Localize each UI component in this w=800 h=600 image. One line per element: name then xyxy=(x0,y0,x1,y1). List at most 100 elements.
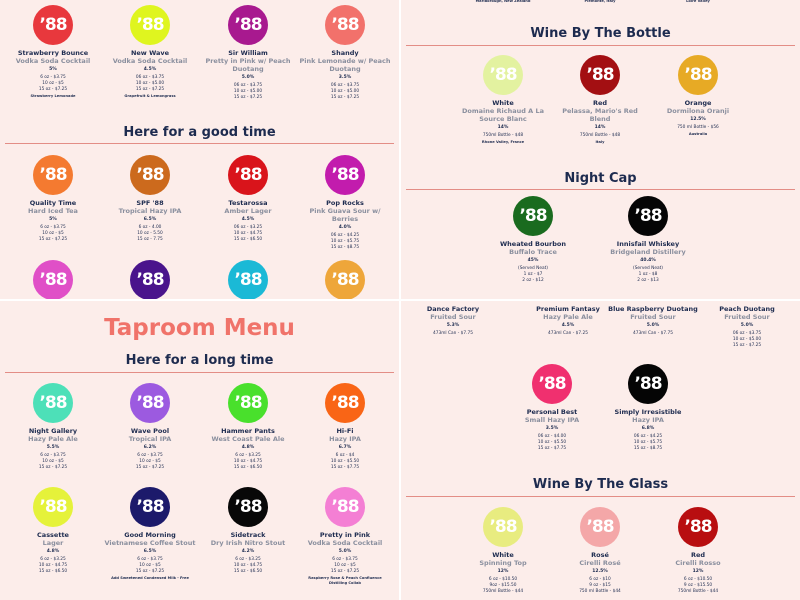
brand-logo-badge: ’88 xyxy=(325,383,365,423)
item-note: Italy xyxy=(595,140,605,144)
item-abv: 3.5% xyxy=(338,75,352,80)
menu-item-card: ’88 Personal Best Small Hazy IPA 3.5% 06 oz … xyxy=(506,364,598,452)
price-line: 15 oz - $7.25 xyxy=(135,87,165,92)
item-name: Night Gallery xyxy=(28,427,78,435)
price-line: 15 oz - $7.75 xyxy=(330,465,360,470)
item-name: Testarossa xyxy=(228,199,268,207)
menu-item-card: ’88 Red Cirelli Rosso 12% 6 oz - $10.50 9 oz … xyxy=(652,507,744,595)
item-style: Cirelli Rosé xyxy=(579,559,621,567)
item-style: West Coast Pale Ale xyxy=(211,435,285,443)
menu-item-card: ’88 Night Gallery Hazy Pale Ale 5.5% 6 oz - … xyxy=(7,383,99,471)
price-line: 10 oz - $5 xyxy=(139,563,161,568)
item-name: Wave Pool xyxy=(130,427,170,435)
price-line: 06 oz - $3.75 xyxy=(233,83,263,88)
brand-logo-badge: ’88 xyxy=(228,260,268,299)
menu-item-card: ’88 Pretty in Pink Vodka Soda Cocktail 5.0%… xyxy=(299,487,391,586)
item-name: Personal Best xyxy=(526,408,578,416)
item-style: Hazy Pale Ale xyxy=(28,435,78,443)
price-line: 15 oz - $7.25 xyxy=(135,465,165,470)
menu-item-card: ’88 New Wave Vodka Soda Cocktail 4.5% 06 oz … xyxy=(104,5,196,99)
item-style: Cirelli Rosso xyxy=(675,559,721,567)
item-name: Sidetrack xyxy=(230,531,266,539)
price-line: 10 oz - $5 xyxy=(42,231,64,236)
item-abv: 6.5% xyxy=(143,217,157,222)
item-name: Good Morning xyxy=(124,531,176,539)
item-style: Hazy IPA xyxy=(329,435,361,443)
price-line: 6 oz - $10 xyxy=(589,577,611,582)
price-line: 6 oz - $10.50 xyxy=(683,577,713,582)
item-name: Quality Time xyxy=(29,199,77,207)
item-abv: 5.0% xyxy=(646,323,660,328)
item-abv: 6.2% xyxy=(143,445,157,450)
item-abv: 5.5% xyxy=(46,445,60,450)
price-line: 15 oz - $7.25 xyxy=(38,237,68,242)
price-list: 473ml Can - $7.25 xyxy=(522,331,614,337)
price-list: 6 oz - $10 9 oz - $15 750 ml Bottle - $44 xyxy=(554,577,646,595)
price-list: 473ml Can - $7.75 xyxy=(407,331,499,337)
item-style: Fruited Sour xyxy=(430,313,476,321)
section-heading: Night Cap xyxy=(564,171,637,186)
menu-item-card: Dance Factory Fruited Sour 5.3% 473ml Can -… xyxy=(407,305,499,337)
item-name: SPF '88 xyxy=(136,199,164,207)
price-list: 6 oz - $3.25 10 oz - $4.75 15 oz - $6.50 xyxy=(202,557,294,575)
section-divider xyxy=(5,143,394,144)
item-abv: 5.0% xyxy=(740,323,754,328)
menu-item-card: ’88 Strawberry Bounce Vodka Soda Cocktail 5… xyxy=(7,5,99,99)
item-name: New Wave xyxy=(130,49,170,57)
item-abv: 4.5% xyxy=(241,217,255,222)
price-line: 9 oz - $15 xyxy=(589,583,611,588)
item-style: Bridgeland Distillery xyxy=(610,248,686,256)
item-name: Shandy xyxy=(331,49,359,57)
price-line: 10 oz - $5 xyxy=(42,81,64,86)
price-line: 750 ml Bottle - $44 xyxy=(579,589,621,594)
section-divider xyxy=(406,189,795,190)
price-line: 2 oz - $13 xyxy=(637,278,659,283)
price-list: 750 ml Bottle - $56 xyxy=(652,125,744,131)
item-style: Amber Lager xyxy=(224,207,272,215)
price-line: 10 oz - $5.00 xyxy=(330,89,360,94)
item-abv: 5% xyxy=(49,67,57,72)
price-list: 750ml Bottle - $48 xyxy=(457,133,549,139)
price-line: 06 oz - $3.75 xyxy=(135,75,165,80)
item-style: Fruited Sour xyxy=(630,313,676,321)
price-line: 10 oz - $5.75 xyxy=(633,440,663,445)
price-line: 6 oz - $3.25 xyxy=(235,557,261,562)
price-line: 9 oz - $15.50 xyxy=(683,583,713,588)
item-name: Premium Fantasy xyxy=(536,305,600,313)
menu-panel-top-left: Here for a good time ’88 Strawberry Bounc… xyxy=(0,0,399,299)
price-list: 6 oz - $3.75 10 oz - $5 15 oz - $7.25 xyxy=(7,75,99,93)
item-style: Dormilona Oranji xyxy=(666,107,730,115)
menu-item-card: ’88 Sir William Pretty in Pink w/ Peach Du… xyxy=(202,5,294,101)
price-line: 06 oz - $3.75 xyxy=(732,331,762,336)
menu-item-card: Premium Fantasy Hazy Pale Ale 4.5% 473ml Ca… xyxy=(522,305,614,337)
brand-logo-badge: ’88 xyxy=(33,260,73,299)
item-abv: 6.7% xyxy=(338,445,352,450)
brand-logo-badge: ’88 xyxy=(325,5,365,45)
item-name: Wheated Bourbon xyxy=(499,240,567,248)
item-note: Loire Valley xyxy=(686,0,710,3)
menu-item-card: ’88 Shandy Pink Lemonade w/ Peach Duotang 3… xyxy=(299,5,391,101)
price-line: 15 oz - $6.50 xyxy=(233,569,263,574)
item-style: Domaine Richaud A La Source Blanc xyxy=(461,107,544,123)
item-abv: 4.8% xyxy=(46,549,60,554)
price-line: 6 oz - $3.75 xyxy=(40,225,66,230)
item-style: Vodka Soda Cocktail xyxy=(307,539,383,547)
price-line: 750ml Bottle - $48 xyxy=(579,133,621,138)
price-list: 6 oz - $3.25 10 oz - $4.75 15 oz - $6.50 xyxy=(202,453,294,471)
menu-item-card: ’88 Quality Time Hard Iced Tea 5% 6 oz - $3.… xyxy=(7,155,99,243)
price-list: 6 oz - $3.75 10 oz - $5 15 oz - $7.25 xyxy=(104,557,196,575)
price-line: 10 oz - $4.75 xyxy=(38,563,68,568)
item-name: Strawberry Bounce xyxy=(17,49,89,57)
price-line: 6 oz - $3.75 xyxy=(137,453,163,458)
item-style: Pretty in Pink w/ Peach Duotang xyxy=(205,57,291,73)
price-list: 6 oz - $10.50 9 oz - $15.50 750ml Bottle -… xyxy=(652,577,744,595)
price-list: 6 oz - 4.00 10 oz - 5.50 15 oz - 7.75 xyxy=(104,225,196,243)
item-style: Hard Iced Tea xyxy=(28,207,78,215)
price-line: 6 oz - $3.25 xyxy=(235,453,261,458)
price-line: 15 oz - $8.75 xyxy=(633,446,663,451)
item-abv: 12.5% xyxy=(690,117,706,122)
price-list: 750ml Bottle - $48 xyxy=(554,133,646,139)
price-line: 15 oz - $7.25 xyxy=(330,569,360,574)
price-line: 15 oz - $7.25 xyxy=(732,343,762,348)
brand-logo-badge: ’88 xyxy=(33,487,73,527)
